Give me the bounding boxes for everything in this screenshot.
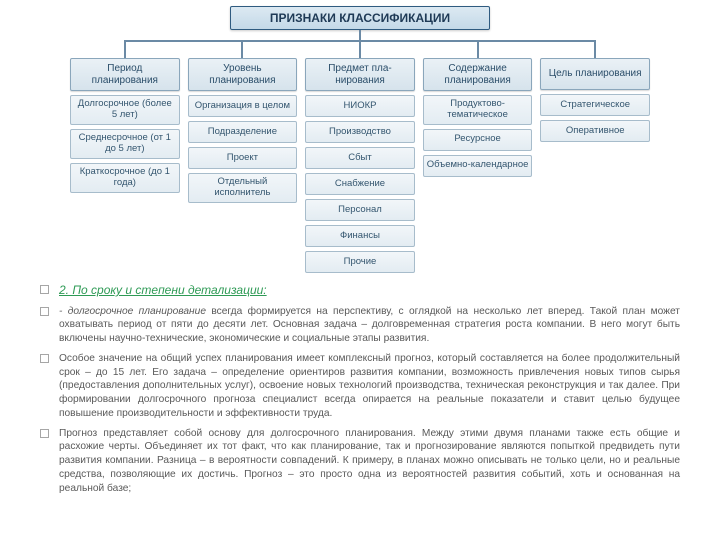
category-box: Предмет пла­нирования <box>305 58 415 91</box>
bullet-square-icon <box>40 354 49 363</box>
category-box: Период планирования <box>70 58 180 91</box>
item-box: Оперативное <box>540 120 650 142</box>
item-box: Подразделение <box>188 121 298 143</box>
item-box: Финансы <box>305 225 415 247</box>
item-box: Организация в целом <box>188 95 298 117</box>
item-box: Снабжение <box>305 173 415 195</box>
column-3: Содержание планирования Продуктово-темати… <box>423 58 533 273</box>
columns-row: Период планирования Долгосрочное (более 5… <box>70 58 650 273</box>
item-box: Объемно-календарное <box>423 155 533 177</box>
para1-lead: - долгосрочное планирование <box>59 306 206 317</box>
paragraph-3: Прогноз представляет собой основу для до… <box>59 427 680 496</box>
bullet-square-icon <box>40 285 49 294</box>
classification-diagram: ПРИЗНАКИ КЛАССИФИКАЦИИ Период планирован… <box>70 6 650 273</box>
paragraph-1: - долгосрочное планирование всегда форми… <box>59 305 680 346</box>
section-heading: 2. По сроку и степени детализации: <box>59 283 267 299</box>
item-box: Персонал <box>305 199 415 221</box>
item-box: Отдельный исполнитель <box>188 173 298 203</box>
bullet-para-2: Особое значение на общий успех планирова… <box>40 352 680 421</box>
item-box: Прочие <box>305 251 415 273</box>
item-box: Проект <box>188 147 298 169</box>
bullet-heading: 2. По сроку и степени детализации: <box>40 283 680 299</box>
text-block: 2. По сроку и степени детализации: - дол… <box>40 283 680 496</box>
item-box: Сбыт <box>305 147 415 169</box>
root-box: ПРИЗНАКИ КЛАССИФИКАЦИИ <box>230 6 490 30</box>
bullet-square-icon <box>40 429 49 438</box>
item-box: Продуктово-тематическое <box>423 95 533 125</box>
bullet-para-1: - долгосрочное планирование всегда форми… <box>40 305 680 346</box>
connectors <box>70 30 650 58</box>
item-box: Среднесрочное (от 1 до 5 лет) <box>70 129 180 159</box>
category-box: Содержание планирования <box>423 58 533 91</box>
bullet-square-icon <box>40 307 49 316</box>
column-0: Период планирования Долгосрочное (более 5… <box>70 58 180 273</box>
category-box: Уровень планирования <box>188 58 298 91</box>
category-box: Цель планирования <box>540 58 650 90</box>
column-4: Цель планирования Стратегическое Оперативн… <box>540 58 650 273</box>
item-box: Стратегическое <box>540 94 650 116</box>
column-2: Предмет пла­нирования НИОКР Производство Сб… <box>305 58 415 273</box>
item-box: Производство <box>305 121 415 143</box>
item-box: НИОКР <box>305 95 415 117</box>
bullet-para-3: Прогноз представляет собой основу для до… <box>40 427 680 496</box>
item-box: Долгосрочное (более 5 лет) <box>70 95 180 125</box>
item-box: Ресурсное <box>423 129 533 151</box>
paragraph-2: Особое значение на общий успех планирова… <box>59 352 680 421</box>
column-1: Уровень планирования Организация в целом П… <box>188 58 298 273</box>
item-box: Краткосрочное (до 1 года) <box>70 163 180 193</box>
